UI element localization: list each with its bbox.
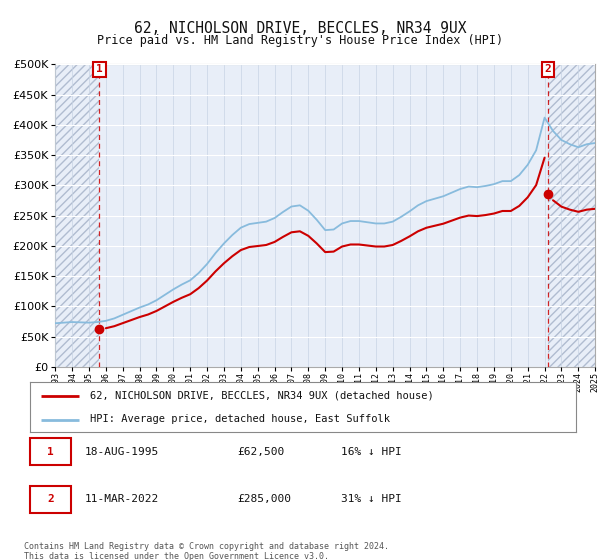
Text: Price paid vs. HM Land Registry's House Price Index (HPI): Price paid vs. HM Land Registry's House … — [97, 34, 503, 46]
Text: £62,500: £62,500 — [238, 447, 285, 457]
Text: Contains HM Land Registry data © Crown copyright and database right 2024.
This d: Contains HM Land Registry data © Crown c… — [24, 542, 389, 560]
FancyBboxPatch shape — [30, 486, 71, 513]
Text: 2: 2 — [47, 494, 54, 505]
Bar — [548, 64, 595, 367]
Text: HPI: Average price, detached house, East Suffolk: HPI: Average price, detached house, East… — [90, 414, 390, 424]
Text: 2: 2 — [544, 64, 551, 74]
Bar — [55, 64, 100, 367]
Text: 1: 1 — [96, 64, 103, 74]
FancyBboxPatch shape — [30, 438, 71, 465]
Text: 62, NICHOLSON DRIVE, BECCLES, NR34 9UX: 62, NICHOLSON DRIVE, BECCLES, NR34 9UX — [134, 21, 466, 36]
Text: 16% ↓ HPI: 16% ↓ HPI — [341, 447, 402, 457]
Text: 1: 1 — [47, 447, 54, 457]
Text: £285,000: £285,000 — [238, 494, 292, 505]
Text: 18-AUG-1995: 18-AUG-1995 — [85, 447, 159, 457]
Text: 62, NICHOLSON DRIVE, BECCLES, NR34 9UX (detached house): 62, NICHOLSON DRIVE, BECCLES, NR34 9UX (… — [90, 391, 434, 401]
Text: 31% ↓ HPI: 31% ↓ HPI — [341, 494, 402, 505]
Text: 11-MAR-2022: 11-MAR-2022 — [85, 494, 159, 505]
